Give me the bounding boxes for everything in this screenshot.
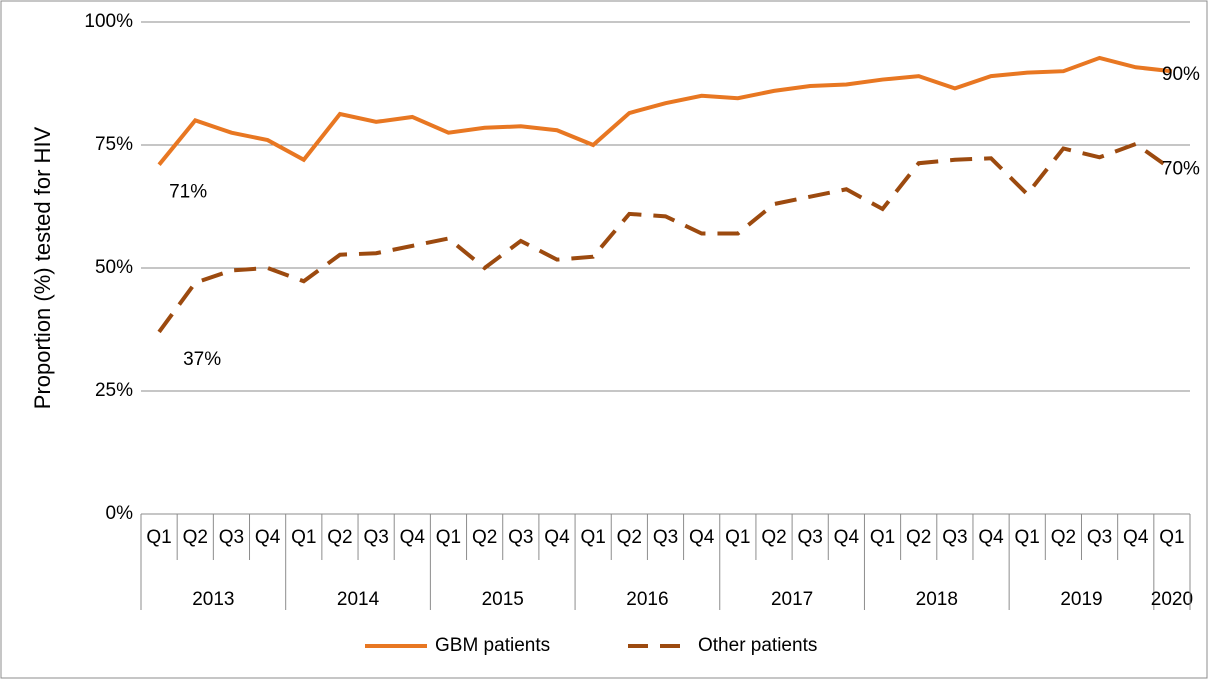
legend-label: GBM patients bbox=[435, 635, 550, 656]
x-tick-label: Q2 bbox=[906, 527, 931, 548]
x-group-label: 2013 bbox=[192, 589, 234, 610]
x-group-label: 2020 bbox=[1151, 589, 1193, 610]
x-tick-label: Q1 bbox=[1015, 527, 1040, 548]
x-tick-label: Q4 bbox=[978, 527, 1004, 548]
x-tick-label: Q2 bbox=[327, 527, 352, 548]
x-tick-label: Q3 bbox=[798, 527, 823, 548]
x-tick-label: Q3 bbox=[653, 527, 678, 548]
x-tick-label: Q3 bbox=[363, 527, 388, 548]
x-tick-label: Q1 bbox=[436, 527, 461, 548]
x-tick-label: Q4 bbox=[834, 527, 860, 548]
x-tick-label: Q1 bbox=[291, 527, 316, 548]
series-line bbox=[157, 141, 1174, 334]
x-tick-label: Q2 bbox=[1051, 527, 1076, 548]
x-tick-label: Q3 bbox=[1087, 527, 1112, 548]
data-label: 70% bbox=[1162, 159, 1200, 180]
x-tick-label: Q3 bbox=[508, 527, 533, 548]
x-tick-label: Q2 bbox=[183, 527, 208, 548]
x-tick-label: Q2 bbox=[761, 527, 786, 548]
x-tick-label: Q4 bbox=[400, 527, 426, 548]
data-label: 71% bbox=[169, 182, 207, 203]
series-line bbox=[157, 55, 1173, 166]
y-tick-label: 75% bbox=[95, 134, 133, 155]
x-group-label: 2017 bbox=[771, 589, 813, 610]
x-tick-label: Q4 bbox=[689, 527, 715, 548]
x-tick-label: Q2 bbox=[617, 527, 642, 548]
x-group-label: 2018 bbox=[916, 589, 958, 610]
y-tick-label: 100% bbox=[84, 11, 133, 32]
data-label: 37% bbox=[183, 349, 221, 370]
y-axis-title: Proportion (%) tested for HIV bbox=[30, 126, 55, 409]
y-tick-label: 25% bbox=[95, 380, 133, 401]
x-group-label: 2015 bbox=[482, 589, 524, 610]
x-group-label: 2019 bbox=[1060, 589, 1102, 610]
x-group-label: 2016 bbox=[626, 589, 668, 610]
x-tick-label: Q1 bbox=[580, 527, 605, 548]
x-tick-label: Q4 bbox=[255, 527, 281, 548]
x-tick-label: Q1 bbox=[725, 527, 750, 548]
legend-label: Other patients bbox=[698, 635, 817, 656]
x-tick-label: Q2 bbox=[472, 527, 497, 548]
x-tick-label: Q1 bbox=[146, 527, 171, 548]
x-tick-label: Q1 bbox=[1159, 527, 1184, 548]
x-tick-label: Q4 bbox=[544, 527, 570, 548]
x-tick-label: Q4 bbox=[1123, 527, 1149, 548]
x-tick-label: Q1 bbox=[870, 527, 895, 548]
x-tick-label: Q3 bbox=[219, 527, 244, 548]
x-tick-label: Q3 bbox=[942, 527, 967, 548]
data-label: 90% bbox=[1162, 64, 1200, 85]
y-tick-label: 0% bbox=[106, 503, 134, 524]
x-group-label: 2014 bbox=[337, 589, 380, 610]
y-tick-label: 50% bbox=[95, 257, 133, 278]
